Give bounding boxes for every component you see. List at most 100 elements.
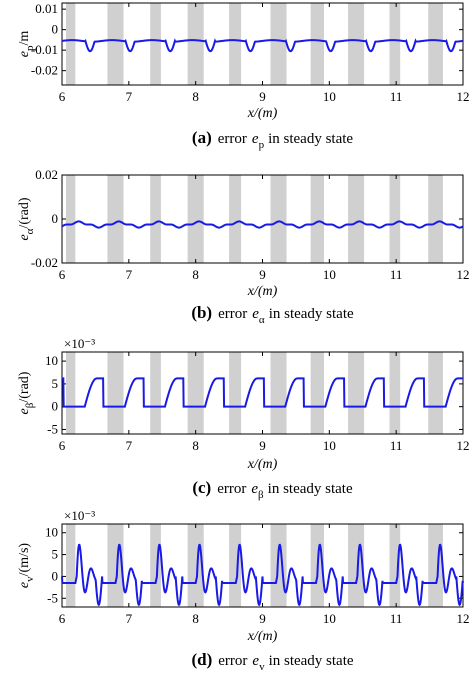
y-axis-label: eα/(rad) (17, 197, 36, 240)
shaded-band (66, 524, 76, 607)
caption-symbol: e (252, 306, 259, 322)
y-exponent-label: ×10⁻³ (64, 336, 95, 351)
y-exponent-label: ×10⁻³ (64, 508, 95, 523)
x-tick-label: 7 (126, 267, 133, 282)
shaded-band (229, 3, 242, 85)
x-tick-label: 11 (390, 438, 403, 453)
y-tick-label: -5 (47, 421, 58, 436)
x-tick-label: 11 (390, 611, 403, 626)
shaded-band (66, 352, 76, 434)
y-axis-label-symbol: e (17, 51, 32, 57)
y-tick-label: -0.02 (31, 255, 58, 270)
x-axis-label: x/(m) (247, 457, 278, 472)
x-tick-label: 6 (59, 611, 66, 626)
caption-text: error (218, 306, 247, 322)
x-tick-label: 10 (323, 611, 336, 626)
shaded-band (428, 352, 443, 434)
x-tick-label: 11 (390, 267, 403, 282)
shaded-band (229, 175, 242, 263)
panel-caption: (c) error eβ in steady state (192, 478, 353, 501)
shaded-band (428, 3, 443, 85)
shaded-band (428, 524, 443, 607)
y-tick-label: 5 (52, 547, 59, 562)
x-tick-label: 12 (457, 89, 470, 104)
series-line (62, 377, 463, 408)
y-axis-label-unit: /(rad) (17, 197, 32, 228)
panel-caption: (b) error eα in steady state (191, 303, 354, 326)
x-axis-label: x/(m) (247, 106, 278, 121)
y-tick-label: 0.01 (35, 1, 58, 16)
x-tick-label: 8 (192, 267, 199, 282)
caption-letter: (a) (192, 128, 212, 147)
caption-suffix: in steady state (268, 131, 353, 147)
y-tick-label: 10 (45, 353, 58, 368)
series-line (61, 38, 464, 53)
shaded-band (270, 175, 287, 263)
caption-suffix: in steady state (269, 653, 354, 669)
y-tick-label: 0 (52, 399, 59, 414)
chart-panel-a: 0.010-0.01-0.026 7 8 9 10 11 12x/(m)ep/m(a) err… (17, 1, 470, 151)
shaded-band (107, 3, 124, 85)
y-tick-label: -0.02 (31, 63, 58, 78)
x-axis-label: x/(m) (247, 284, 278, 299)
y-tick-label: 0 (52, 211, 59, 226)
shaded-band (150, 352, 161, 434)
y-tick-label: 10 (45, 525, 58, 540)
shaded-band (270, 352, 287, 434)
caption-letter: (d) (191, 650, 212, 669)
shaded-band (187, 352, 204, 434)
shaded-band (270, 3, 287, 85)
caption-symbol: e (252, 653, 259, 669)
series-line (61, 543, 464, 607)
shaded-band (107, 175, 124, 263)
x-tick-label: 9 (259, 611, 266, 626)
shaded-band (310, 175, 324, 263)
y-axis-label-unit: /m (17, 31, 32, 46)
y-tick-label: 5 (52, 376, 59, 391)
x-tick-label: 9 (259, 89, 266, 104)
shaded-band (310, 3, 324, 85)
caption-text: error (217, 481, 246, 497)
shaded-band (66, 3, 76, 85)
caption-subscript: α (259, 314, 265, 326)
x-tick-label: 9 (259, 438, 266, 453)
caption-suffix: in steady state (269, 306, 354, 322)
panel-caption: (a) error ep in steady state (192, 128, 353, 151)
y-axis-label-subscript: p (24, 45, 36, 51)
y-axis-label-symbol: e (17, 582, 32, 588)
caption-subscript: v (259, 661, 265, 673)
x-tick-label: 7 (126, 89, 133, 104)
shaded-band (66, 175, 76, 263)
shaded-band (150, 175, 161, 263)
shaded-band (348, 3, 365, 85)
shaded-band (107, 352, 124, 434)
panel-caption: (d) error ev in steady state (191, 650, 353, 673)
y-tick-label: -5 (47, 590, 58, 605)
chart-panel-b: 0.020-0.026 7 8 9 10 11 12x/(m)eα/(rad)(b) erro… (17, 167, 470, 326)
y-tick-label: -0.01 (31, 42, 58, 57)
x-axis-label: x/(m) (247, 629, 278, 644)
shaded-band (428, 175, 443, 263)
x-tick-label: 8 (192, 438, 199, 453)
x-tick-label: 6 (59, 438, 66, 453)
y-tick-label: 0 (52, 22, 59, 37)
x-tick-label: 9 (259, 267, 266, 282)
series-line (61, 220, 464, 229)
caption-letter: (c) (192, 478, 211, 497)
shaded-band (187, 3, 204, 85)
y-axis-label: eβ/(rad) (17, 371, 36, 414)
x-tick-label: 8 (192, 611, 199, 626)
caption-letter: (b) (191, 303, 212, 322)
x-tick-label: 12 (457, 438, 470, 453)
shaded-band (187, 175, 204, 263)
x-tick-label: 11 (390, 89, 403, 104)
y-tick-label: 0 (52, 568, 59, 583)
caption-subscript: p (259, 139, 265, 151)
x-tick-label: 7 (126, 438, 133, 453)
x-tick-label: 6 (59, 89, 66, 104)
shaded-band (348, 175, 365, 263)
x-tick-label: 10 (323, 267, 336, 282)
shaded-band (150, 3, 161, 85)
caption-symbol: e (252, 131, 259, 147)
y-axis-label-subscript: v (24, 576, 36, 582)
